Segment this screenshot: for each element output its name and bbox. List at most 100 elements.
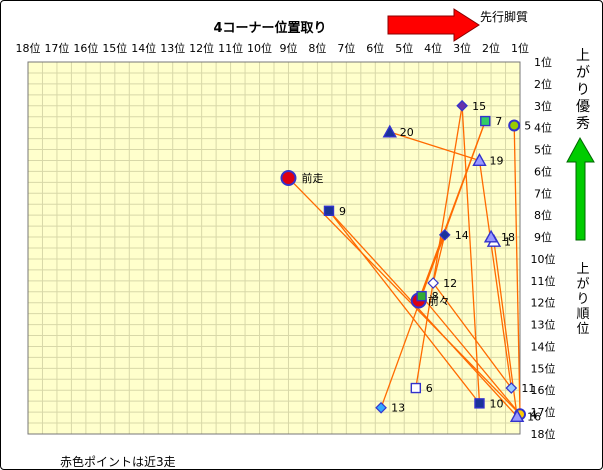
point-16 xyxy=(509,409,525,422)
y-tick-label: 16位 xyxy=(531,383,556,397)
plot-border xyxy=(27,61,521,435)
forward-arrow-icon xyxy=(387,8,480,42)
vertical-char: 順 xyxy=(576,307,589,322)
forward-arrow-label: 先行脚質 xyxy=(480,9,528,24)
point-6 xyxy=(410,382,422,394)
y-tick-label: 2位 xyxy=(534,77,552,91)
y-tick-label: 8位 xyxy=(534,208,552,222)
point-13 xyxy=(375,401,387,414)
x-tick-label: 6位 xyxy=(366,41,384,55)
connector-line xyxy=(328,210,480,404)
vertical-char: 上 xyxy=(576,262,589,277)
point-label: 15 xyxy=(472,100,486,113)
x-tick-label: 14位 xyxy=(131,41,156,55)
x-tick-label: 2位 xyxy=(482,41,500,55)
x-tick-label: 4位 xyxy=(424,41,442,55)
point-label: 10 xyxy=(489,397,503,410)
point-20 xyxy=(382,124,397,138)
point-前走 xyxy=(280,169,297,186)
y-tick-label: 15位 xyxy=(531,361,556,375)
point-18 xyxy=(483,229,499,243)
point-label: 4 xyxy=(530,408,537,421)
vertical-char: が xyxy=(576,277,589,292)
vertical-char: 上 xyxy=(576,48,590,64)
point-label: 18 xyxy=(501,231,515,244)
y-tick-label: 17位 xyxy=(531,405,556,419)
point-9 xyxy=(323,205,335,217)
connector-line xyxy=(513,125,521,415)
point-label: 6 xyxy=(426,382,433,395)
point-label: 16 xyxy=(527,410,541,423)
y-tick-label: 3位 xyxy=(534,99,552,113)
point-label: 11 xyxy=(521,382,535,395)
connector-line xyxy=(418,120,486,301)
y-tick-label: 9位 xyxy=(534,230,552,244)
point-label: 9 xyxy=(339,205,346,218)
y-tick-label: 7位 xyxy=(534,186,552,200)
point-label: 13 xyxy=(391,402,405,415)
point-label: 14 xyxy=(455,229,469,242)
point-label: 8 xyxy=(432,290,439,303)
connector-line xyxy=(288,177,521,415)
x-tick-label: 7位 xyxy=(337,41,355,55)
up-arrow-icon xyxy=(566,136,595,241)
point-label: 5 xyxy=(524,119,531,132)
vertical-char: り xyxy=(576,292,589,307)
y-tick-label: 14位 xyxy=(531,339,556,353)
point-7 xyxy=(480,115,491,127)
x-tick-label: 10位 xyxy=(247,41,272,55)
connector-line xyxy=(461,105,481,404)
vertical-char: 優 xyxy=(576,99,590,115)
x-axis-title: 4コーナー位置取り xyxy=(213,20,326,36)
connector-line xyxy=(418,234,446,301)
connector-line xyxy=(478,160,512,389)
x-tick-label: 12位 xyxy=(189,41,214,55)
x-tick-label: 5位 xyxy=(395,41,413,55)
y-tick-label: 1位 xyxy=(534,55,552,69)
vertical-char: が xyxy=(576,65,590,81)
y-tick-label: 6位 xyxy=(534,164,552,178)
point-10 xyxy=(474,398,485,409)
x-tick-label: 1位 xyxy=(511,41,529,55)
connector-line xyxy=(432,234,446,284)
vertical-char: り xyxy=(576,82,590,98)
y-tick-label: 18位 xyxy=(531,427,556,441)
y-tick-label: 5位 xyxy=(534,143,552,157)
x-tick-label: 15位 xyxy=(102,41,127,55)
y-tick-label: 11位 xyxy=(531,274,556,288)
x-tick-label: 13位 xyxy=(160,41,185,55)
vertical-char: 秀 xyxy=(576,116,590,132)
point-19 xyxy=(472,153,487,166)
point-14 xyxy=(438,229,451,241)
point-label: 1 xyxy=(504,235,511,248)
point-15 xyxy=(456,99,468,112)
point-11 xyxy=(505,382,518,394)
x-tick-label: 18位 xyxy=(16,41,41,55)
vertical-char: 位 xyxy=(576,322,589,337)
x-tick-label: 3位 xyxy=(453,41,471,55)
connector-line xyxy=(421,295,521,415)
point-12 xyxy=(427,277,440,289)
point-label: 19 xyxy=(489,154,503,167)
connector-line xyxy=(432,282,512,389)
y-tick-label: 12位 xyxy=(531,296,556,310)
x-tick-label: 9位 xyxy=(279,41,297,55)
x-tick-label: 17位 xyxy=(44,41,69,55)
point-label: 20 xyxy=(400,126,414,139)
point-label: 7 xyxy=(495,115,502,128)
point-5 xyxy=(508,119,521,132)
point-8 xyxy=(416,290,427,302)
connector-line xyxy=(328,210,518,417)
x-tick-label: 16位 xyxy=(73,41,98,55)
y-tick-label: 4位 xyxy=(534,121,552,135)
x-tick-label: 8位 xyxy=(308,41,326,55)
point-label: 前走 xyxy=(301,171,323,185)
point-label: 12 xyxy=(443,277,457,290)
x-tick-label: 11位 xyxy=(218,41,243,55)
footnote: 赤色ポイントは近3走 xyxy=(60,455,176,469)
point-label: 前々 xyxy=(428,294,450,308)
y-tick-label: 13位 xyxy=(531,318,556,332)
